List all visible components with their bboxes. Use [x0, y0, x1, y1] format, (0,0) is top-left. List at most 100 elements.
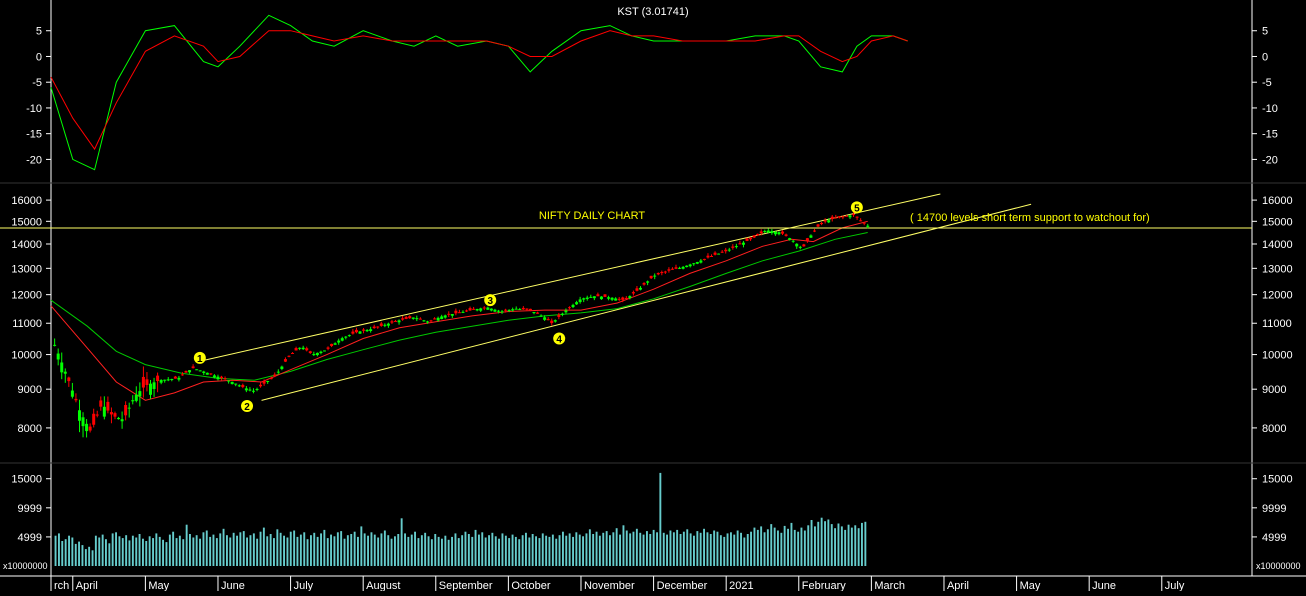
ma-short-line: [50, 220, 868, 401]
kst-tick-label-left: -5: [32, 77, 42, 89]
candle-body: [358, 331, 362, 334]
volume-bar: [639, 532, 642, 566]
volume-bar: [333, 536, 336, 566]
candle-body: [621, 297, 625, 300]
volume-bar: [528, 537, 531, 566]
volume-bar: [316, 536, 319, 566]
candle-body: [70, 390, 74, 397]
candle-body: [468, 308, 472, 311]
volume-bar: [861, 522, 863, 566]
volume-bar: [733, 534, 736, 566]
volume-panel: [54, 472, 867, 566]
volume-bar: [380, 533, 383, 566]
candle-body: [866, 225, 870, 227]
volume-bar: [572, 536, 574, 566]
volume-bar: [531, 534, 534, 566]
candle-body: [251, 390, 255, 392]
volume-bar: [444, 535, 447, 566]
volume-multiplier-right: x10000000: [1256, 561, 1301, 571]
candle-body: [663, 271, 667, 273]
candle-body: [592, 296, 596, 299]
volume-bar: [192, 537, 195, 566]
volume-bar: [108, 543, 111, 566]
volume-bar: [760, 526, 763, 566]
candle-body: [77, 410, 81, 421]
volume-bar: [101, 534, 104, 566]
volume-bar: [545, 535, 548, 566]
volume-bar: [723, 536, 726, 566]
candle-body: [717, 253, 721, 255]
volume-bar: [367, 535, 369, 566]
wave-label-2: 2: [244, 402, 250, 413]
candle-body: [603, 294, 607, 297]
volume-bar: [551, 534, 554, 566]
candle-body: [706, 255, 710, 258]
month-label: May: [148, 580, 169, 591]
volume-bar: [592, 534, 595, 566]
candle-body: [670, 268, 674, 270]
volume-bar: [168, 534, 171, 566]
candle-body: [681, 266, 685, 269]
volume-bar: [242, 531, 245, 566]
volume-bar: [346, 535, 349, 566]
volume-bar: [709, 534, 712, 566]
price-tick-label-right: 8000: [1262, 423, 1286, 435]
ma-long-line: [50, 232, 868, 381]
price-panel: 1 2 3 4 5: [0, 193, 1252, 438]
candle-body: [614, 298, 618, 301]
volume-bar: [370, 532, 373, 566]
volume-bar: [854, 525, 857, 566]
volume-bar: [646, 531, 648, 566]
volume-bar: [215, 538, 218, 566]
volume-bar: [790, 522, 793, 566]
volume-bar: [430, 539, 433, 566]
candle-body: [386, 323, 390, 326]
volume-bar: [625, 530, 628, 566]
volume-bar: [746, 534, 749, 566]
volume-bar: [336, 532, 339, 566]
volume-bar: [565, 535, 568, 566]
volume-bar: [632, 531, 635, 566]
candle-body: [376, 326, 380, 328]
candle-body: [461, 311, 465, 313]
candle-body: [834, 217, 838, 219]
volume-bar: [494, 536, 497, 566]
price-tick-label-right: 14000: [1262, 239, 1293, 251]
candle-body: [788, 238, 792, 241]
volume-bar: [58, 533, 60, 566]
candle-body: [578, 299, 582, 303]
volume-bar: [504, 535, 507, 566]
volume-bar: [810, 520, 813, 566]
price-tick-label-left: 15000: [11, 216, 42, 228]
candle-body: [812, 230, 816, 232]
month-label: August: [366, 580, 400, 591]
candle-body: [273, 374, 277, 376]
candle-body: [308, 351, 312, 354]
volume-bar: [135, 537, 138, 566]
volume-bar: [713, 530, 716, 566]
candle-body: [397, 320, 401, 323]
candle-body: [95, 414, 99, 416]
volume-bar: [783, 525, 786, 566]
volume-bar: [360, 526, 363, 566]
candle-body: [92, 413, 96, 425]
candle-body: [692, 263, 696, 265]
candle-body: [457, 312, 461, 314]
candle-body: [564, 310, 568, 313]
candle-body: [642, 283, 646, 285]
candle-body: [695, 262, 699, 264]
month-label: July: [1165, 580, 1185, 591]
volume-bar: [619, 534, 621, 566]
candle-body: [180, 374, 184, 376]
volume-bar: [199, 538, 201, 566]
candle-body: [88, 426, 92, 431]
candle-body: [528, 308, 532, 311]
kst-tick-label-right: -10: [1262, 103, 1278, 115]
candle-body: [844, 215, 848, 217]
volume-bar: [222, 528, 225, 566]
candle-body: [333, 343, 337, 345]
volume-bar: [209, 536, 212, 566]
candle-body: [322, 350, 326, 352]
candle-body: [862, 222, 866, 224]
